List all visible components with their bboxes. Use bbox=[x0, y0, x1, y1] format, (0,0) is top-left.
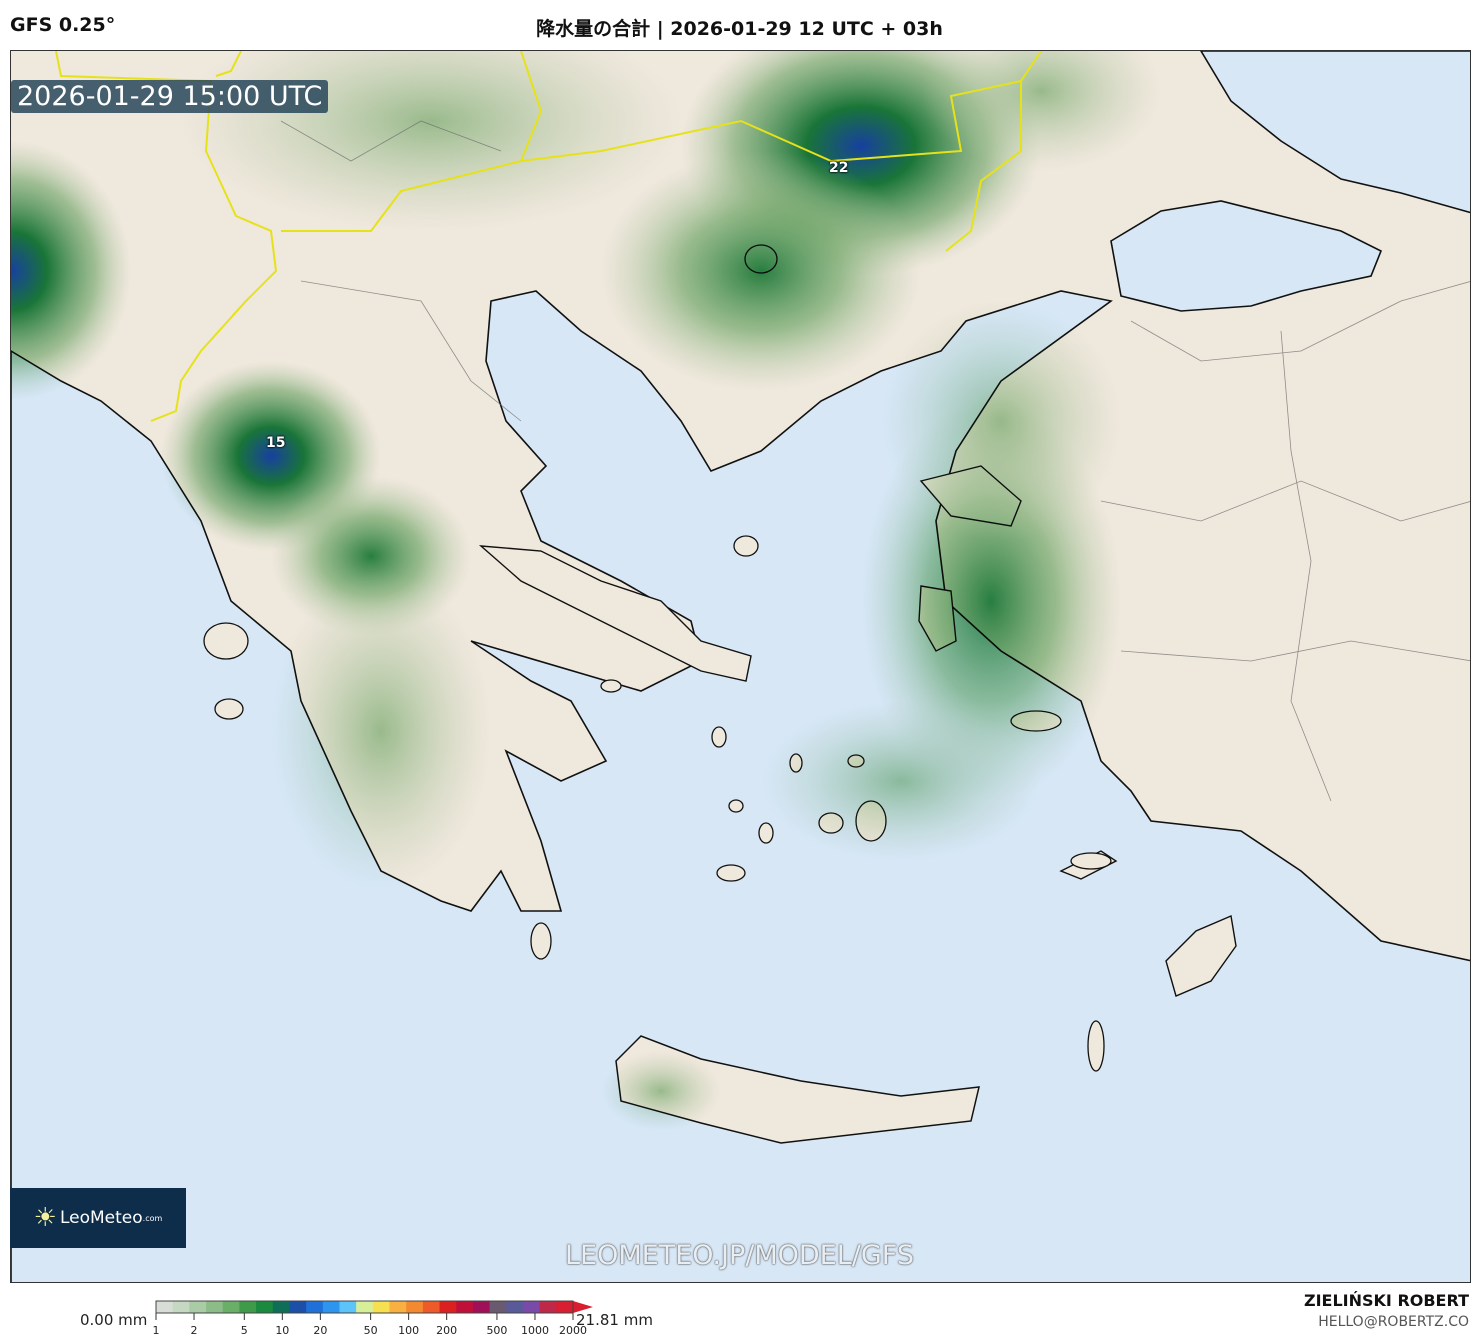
colorbar-segment bbox=[256, 1301, 274, 1313]
colorbar-segment bbox=[322, 1301, 340, 1313]
colorbar-segment bbox=[206, 1301, 224, 1313]
model-name: GFS 0.25° bbox=[10, 14, 116, 36]
max-value-label: 22 bbox=[829, 160, 849, 176]
black-sea bbox=[1200, 51, 1470, 214]
colorbar-tick-label: 100 bbox=[398, 1324, 420, 1337]
colorbar-segment bbox=[456, 1301, 474, 1313]
colorbar-tick-label: 200 bbox=[436, 1324, 458, 1337]
colorbar-segment bbox=[506, 1301, 524, 1313]
colorbar-segment bbox=[272, 1301, 290, 1313]
colorbar-tick-label: 5 bbox=[240, 1324, 248, 1337]
evia-island bbox=[478, 545, 752, 682]
valid-time-label: 2026-01-29 15:00 UTC bbox=[11, 80, 329, 113]
map-title: 降水量の合計 | 2026-01-29 12 UTC + 03h bbox=[536, 18, 943, 40]
colorbar-tick-label: 2000 bbox=[559, 1324, 587, 1337]
colorbar-tick-label: 20 bbox=[313, 1324, 328, 1337]
colorbar-segment bbox=[422, 1301, 441, 1313]
colorbar-segment bbox=[239, 1301, 257, 1313]
colorbar-segment bbox=[372, 1301, 391, 1313]
colorbar-segment bbox=[289, 1301, 307, 1313]
colorbar-tick-label: 1000 bbox=[520, 1324, 549, 1337]
colorbar-segment bbox=[489, 1301, 507, 1313]
precipitation-overlay bbox=[11, 51, 1161, 1131]
colorbar-segment bbox=[539, 1301, 557, 1313]
colorbar-segment bbox=[356, 1301, 374, 1313]
colorbar-segment bbox=[222, 1301, 240, 1313]
colorbar-segment bbox=[472, 1301, 491, 1313]
author-email[interactable]: HELLO@ROBERTZ.CO bbox=[1318, 1314, 1469, 1330]
logo-suffix: .com bbox=[142, 1213, 163, 1223]
colorbar-min-label: 0.00 mm bbox=[80, 1311, 148, 1329]
author-name: ZIELIŃSKI ROBERT bbox=[1303, 1291, 1469, 1310]
colorbar-segment bbox=[156, 1301, 174, 1313]
sea-of-marmara bbox=[1110, 200, 1383, 312]
rhodes-island bbox=[1165, 915, 1237, 997]
max-value-label: 15 bbox=[266, 435, 286, 451]
colorbar-tick-label: 10 bbox=[275, 1324, 290, 1337]
leometeo-logo[interactable]: ☀ LeoMeteo .com bbox=[10, 1188, 186, 1248]
colorbar bbox=[155, 1300, 593, 1320]
colorbar-tick-label: 50 bbox=[363, 1324, 378, 1337]
region-borders bbox=[280, 120, 1470, 802]
watermark: LEOMETEO.JP/MODEL/GFS bbox=[565, 1240, 914, 1271]
sun-icon: ☀ bbox=[33, 1203, 57, 1233]
colorbar-segment bbox=[556, 1301, 574, 1313]
colorbar-segment bbox=[339, 1301, 357, 1313]
colorbar-segment bbox=[189, 1301, 207, 1313]
colorbar-segment bbox=[522, 1301, 541, 1313]
colorbar-segment bbox=[406, 1301, 424, 1313]
colorbar-tick-label: 1 bbox=[152, 1324, 160, 1337]
colorbar-segment bbox=[306, 1301, 324, 1313]
colorbar-tick-label: 500 bbox=[486, 1324, 508, 1337]
map-canvas bbox=[11, 51, 1470, 1282]
colorbar-max-label: 21.81 mm bbox=[576, 1311, 653, 1329]
colorbar-extend-arrow bbox=[573, 1301, 593, 1313]
colorbar-segment bbox=[439, 1301, 457, 1313]
colorbar-segment bbox=[389, 1301, 407, 1313]
colorbar-tick-label: 2 bbox=[190, 1324, 198, 1337]
precipitation-map[interactable]: 2026-01-29 15:00 UTC 22 15 bbox=[10, 50, 1471, 1283]
logo-text: LeoMeteo bbox=[59, 1208, 143, 1228]
colorbar-segment bbox=[172, 1301, 190, 1313]
